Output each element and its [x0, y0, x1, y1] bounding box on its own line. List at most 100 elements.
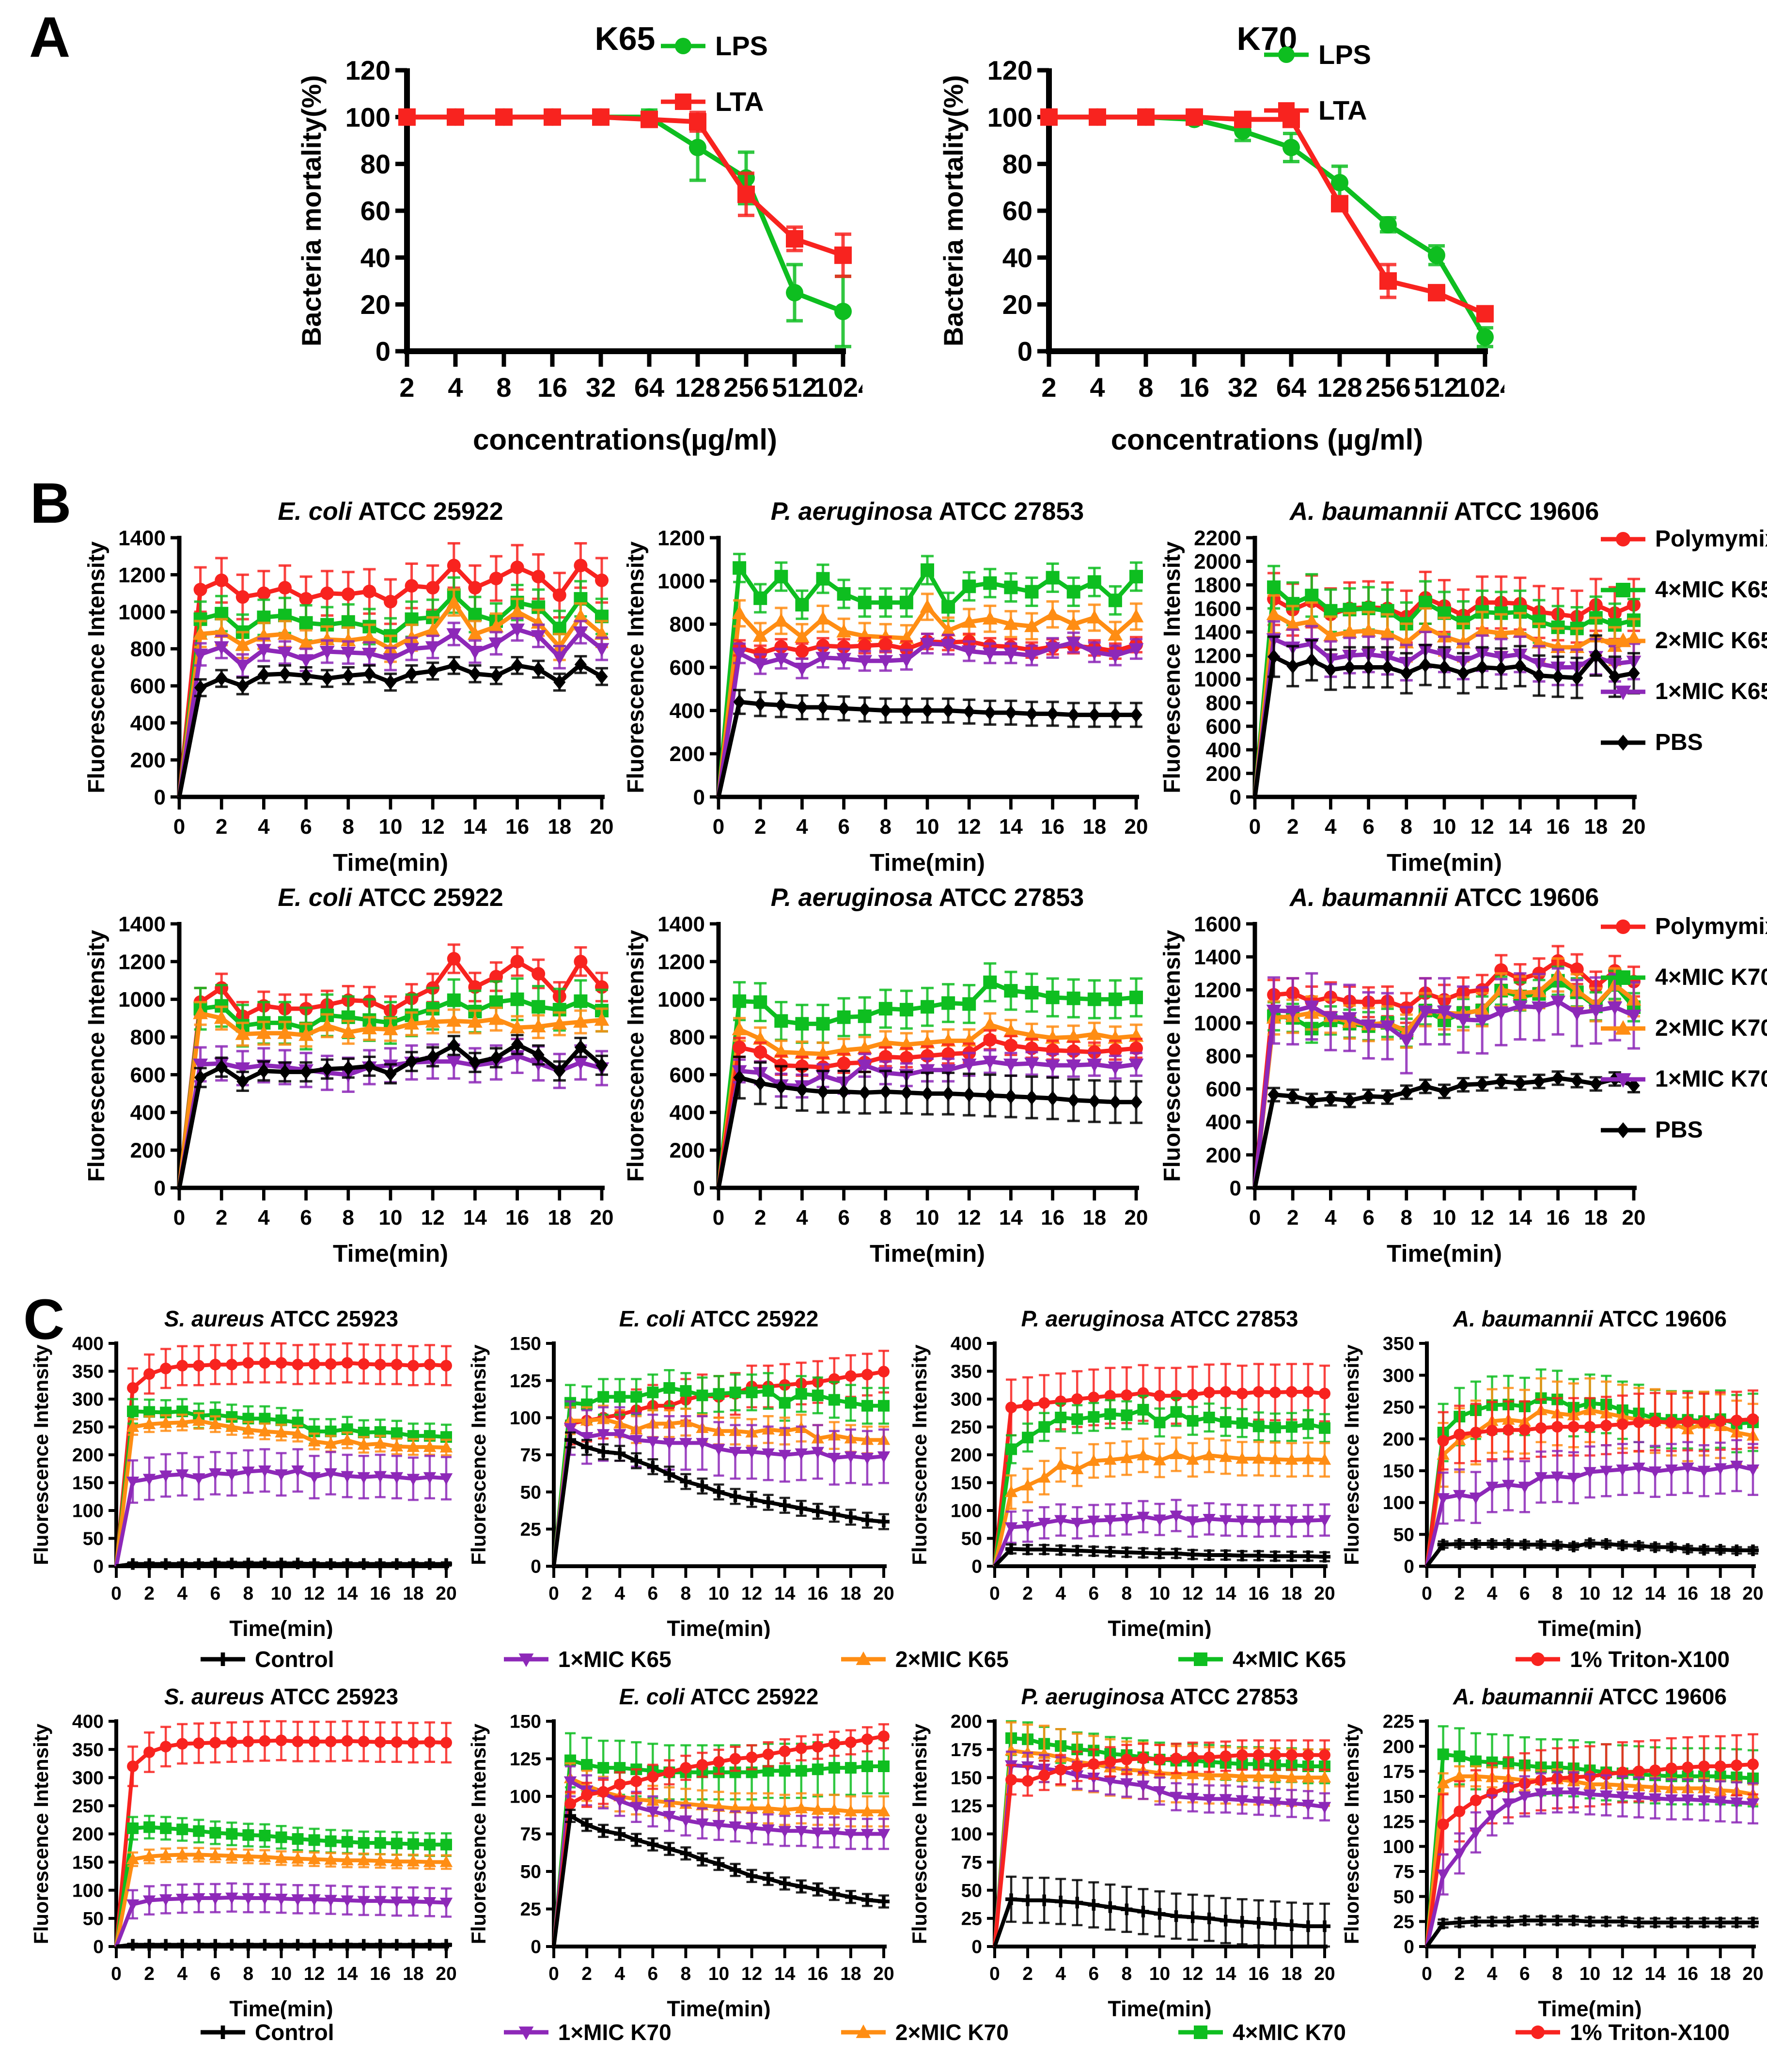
svg-text:350: 350 — [72, 1740, 104, 1760]
svg-text:Time(min): Time(min) — [333, 849, 448, 876]
svg-text:6: 6 — [1519, 1583, 1530, 1604]
svg-text:10: 10 — [916, 1206, 939, 1230]
svg-text:4: 4 — [1090, 372, 1105, 403]
legend-item-lps: LPS — [659, 30, 768, 62]
svg-text:1000: 1000 — [118, 600, 166, 624]
svg-text:4: 4 — [448, 372, 463, 403]
svg-text:1400: 1400 — [1194, 621, 1241, 644]
legend-item-2-mic-k70: 2×MIC K70 — [1599, 1015, 1767, 1042]
svg-text:Bacteria mortality(%): Bacteria mortality(%) — [296, 75, 327, 346]
svg-text:1400: 1400 — [118, 912, 166, 936]
legend-item-4-mic-k70: 4×MIC K70 — [1176, 2019, 1346, 2045]
svg-text:100: 100 — [72, 1501, 104, 1522]
legend-label: 4×MIC K65 — [1655, 577, 1767, 603]
svg-text:60: 60 — [1002, 196, 1032, 226]
chart-c-paeruginosa-k65: 0 50 100 150 200 250 300 350 400 0 2 4 6 8 10 12 14 16 18 2… — [905, 1302, 1335, 1641]
svg-text:1200: 1200 — [1194, 644, 1241, 668]
svg-text:400: 400 — [72, 1334, 104, 1355]
svg-text:0: 0 — [713, 1206, 724, 1230]
series-1-mic-k65 — [993, 1498, 1331, 1567]
triangle-down-marker-icon — [503, 1653, 548, 1667]
svg-text:Time(min): Time(min) — [333, 1240, 448, 1267]
svg-text:0: 0 — [548, 1583, 559, 1604]
svg-text:0: 0 — [93, 1937, 104, 1958]
svg-text:50: 50 — [520, 1482, 541, 1503]
svg-text:0: 0 — [154, 785, 166, 809]
chart-svg-c3: 0 50 100 150 200 250 300 350 400 0 2 4 6 8 10 12 14 16 18 2… — [908, 1306, 1335, 1641]
svg-text:20: 20 — [360, 289, 391, 320]
chart-svg-b2: 0 200 400 600 800 1000 1200 0 2 4 6 8 10 12 14 16 18 20 P.… — [623, 498, 1148, 876]
svg-text:4: 4 — [1325, 1206, 1337, 1230]
svg-text:128: 128 — [675, 372, 720, 403]
svg-text:150: 150 — [72, 1852, 104, 1873]
svg-text:18: 18 — [1082, 815, 1106, 839]
svg-text:18: 18 — [1281, 1583, 1302, 1604]
svg-text:400: 400 — [130, 712, 166, 735]
svg-text:256: 256 — [723, 372, 768, 403]
legend-item-4-mic-k65: 4×MIC K65 — [1176, 1646, 1346, 1672]
square-marker-icon — [1178, 1652, 1223, 1666]
legend-label: 2×MIC K70 — [1655, 1015, 1767, 1041]
svg-text:0: 0 — [1249, 1206, 1261, 1230]
svg-text:P. aeruginosa ATCC 27853: P. aeruginosa ATCC 27853 — [771, 498, 1084, 526]
legend-item-1-triton-x100: 1% Triton-X100 — [1514, 1646, 1730, 1672]
legend-label: 1×MIC K65 — [558, 1647, 672, 1672]
series-4-mic-k65 — [993, 1394, 1330, 1567]
svg-text:0: 0 — [693, 1176, 705, 1200]
svg-text:20: 20 — [436, 1583, 456, 1604]
svg-text:1400: 1400 — [657, 912, 705, 936]
series-control — [1425, 1915, 1759, 1948]
svg-text:8: 8 — [880, 1206, 891, 1230]
svg-text:14: 14 — [774, 1583, 796, 1604]
svg-text:150: 150 — [72, 1473, 104, 1494]
svg-text:12: 12 — [421, 1206, 445, 1230]
svg-text:Time(min): Time(min) — [1108, 1616, 1211, 1639]
series-lps — [1040, 108, 1494, 348]
series-pbs — [1252, 634, 1640, 797]
series-control — [1425, 1537, 1759, 1568]
svg-text:200: 200 — [130, 748, 166, 772]
square-marker-icon — [661, 93, 705, 110]
svg-text:100: 100 — [1383, 1493, 1414, 1513]
svg-text:20: 20 — [436, 1963, 456, 1984]
series-4-mic-k65 — [716, 552, 1143, 797]
legend-label: Control — [255, 1647, 334, 1672]
svg-text:12: 12 — [957, 815, 981, 839]
svg-text:20: 20 — [1742, 1583, 1763, 1604]
legend-label: 1% Triton-X100 — [1570, 1647, 1730, 1672]
svg-text:14: 14 — [337, 1963, 358, 1984]
svg-text:1024: 1024 — [813, 372, 862, 403]
svg-text:1200: 1200 — [118, 950, 166, 974]
svg-text:4: 4 — [1325, 815, 1337, 839]
svg-text:20: 20 — [1125, 815, 1148, 839]
svg-text:40: 40 — [1002, 242, 1032, 273]
svg-text:250: 250 — [951, 1417, 982, 1438]
series-pbs — [177, 1034, 608, 1188]
svg-text:25: 25 — [520, 1519, 541, 1540]
svg-text:75: 75 — [520, 1445, 541, 1466]
svg-text:0: 0 — [173, 1206, 185, 1230]
svg-text:10: 10 — [379, 815, 403, 839]
svg-text:400: 400 — [670, 699, 705, 723]
svg-text:400: 400 — [951, 1334, 982, 1355]
svg-text:0: 0 — [989, 1583, 1000, 1604]
svg-text:A. baumannii ATCC 19606: A. baumannii ATCC 19606 — [1289, 498, 1599, 526]
legend-label: LTA — [1318, 95, 1367, 125]
svg-text:P. aeruginosa ATCC 27853: P. aeruginosa ATCC 27853 — [771, 884, 1084, 912]
svg-text:10: 10 — [1149, 1583, 1170, 1604]
circle-marker-icon — [1516, 2025, 1561, 2039]
svg-text:concentrations(µg/ml): concentrations(µg/ml) — [473, 423, 777, 456]
svg-text:Time(min): Time(min) — [1538, 1616, 1642, 1639]
series-1-mic-k70 — [1425, 1771, 1760, 1947]
svg-text:20: 20 — [590, 815, 614, 839]
svg-text:18: 18 — [1584, 815, 1608, 839]
legend-item-2-mic-k65: 2×MIC K65 — [1599, 627, 1767, 654]
series-control — [116, 1939, 452, 1951]
svg-text:20: 20 — [590, 1206, 614, 1230]
series-2-mic-k65 — [114, 1412, 453, 1567]
svg-text:8: 8 — [243, 1583, 254, 1604]
svg-text:150: 150 — [510, 1334, 541, 1355]
svg-text:800: 800 — [1206, 1044, 1241, 1068]
svg-text:2: 2 — [144, 1963, 155, 1984]
